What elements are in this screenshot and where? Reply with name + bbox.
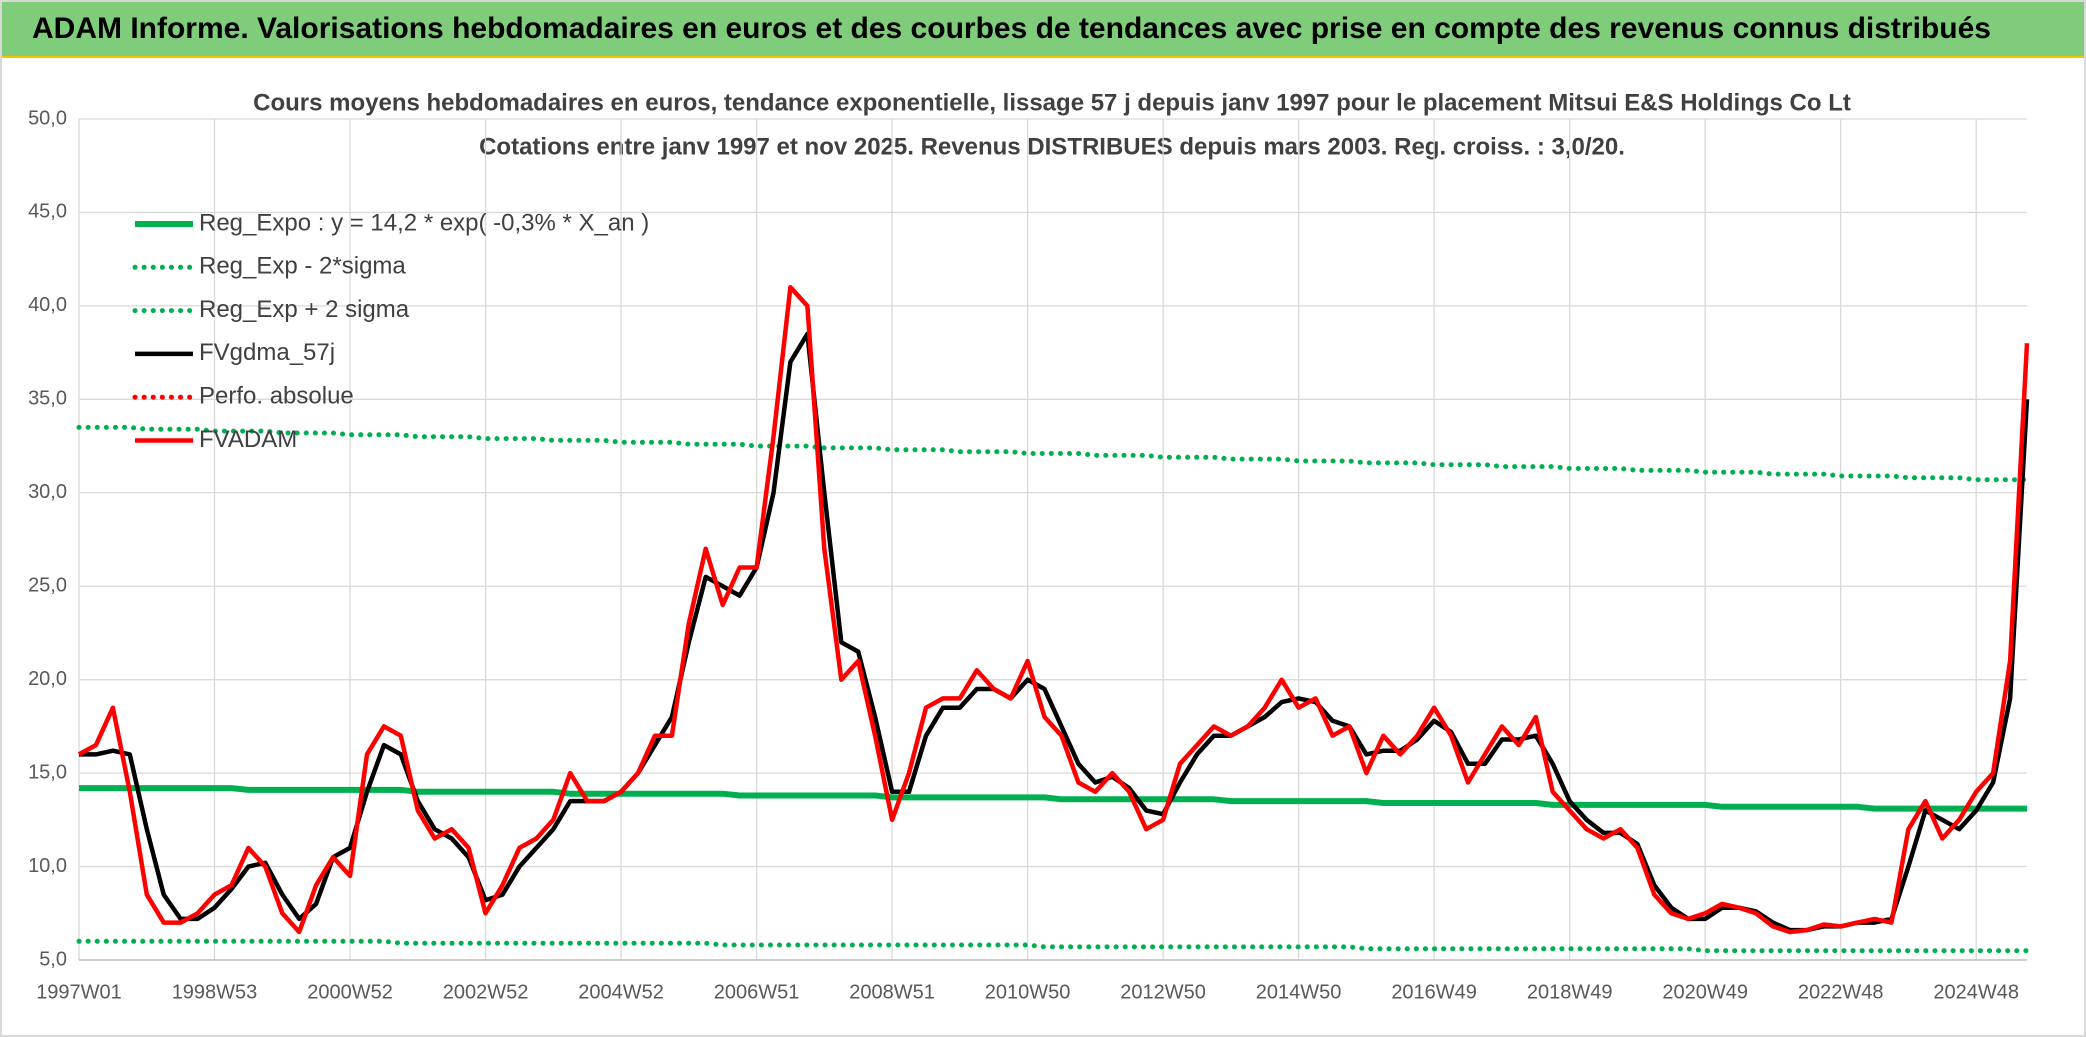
chart-title: Cours moyens hebdomadaires en euros, ten… — [253, 89, 1851, 116]
chart: Cours moyens hebdomadaires en euros, ten… — [2, 58, 2084, 1035]
series-line — [79, 785, 2027, 812]
legend-label: FVgdma_57j — [199, 339, 335, 366]
y-tick-label: 25,0 — [28, 575, 67, 597]
legend-label: Perfo. absolue — [199, 383, 354, 410]
y-tick-label: 50,0 — [28, 107, 67, 129]
x-tick-label: 1998W53 — [172, 981, 258, 1003]
y-tick-label: 40,0 — [28, 294, 67, 316]
series-line — [79, 331, 2030, 933]
y-tick-label: 30,0 — [28, 481, 67, 503]
x-tick-label: 2016W49 — [1391, 981, 1477, 1003]
x-tick-label: 2018W49 — [1527, 981, 1613, 1003]
y-tick-label: 10,0 — [28, 855, 67, 877]
x-tick-label: 2000W52 — [307, 981, 393, 1003]
header-bar: ADAM Informe. Valorisations hebdomadaire… — [2, 2, 2084, 58]
x-tick-label: 2004W52 — [578, 981, 664, 1003]
x-tick-label: 2002W52 — [443, 981, 529, 1003]
series-line — [76, 424, 2030, 483]
y-tick-label: 15,0 — [28, 761, 67, 783]
x-tick-label: 2012W50 — [1120, 981, 1206, 1003]
series-line — [76, 938, 2030, 954]
x-tick-label: 2014W50 — [1256, 981, 1342, 1003]
x-tick-label: 2006W51 — [714, 981, 800, 1003]
x-tick-label: 2008W51 — [849, 981, 935, 1003]
header-title: ADAM Informe. Valorisations hebdomadaire… — [32, 12, 1991, 45]
x-tick-label: 1997W01 — [36, 981, 122, 1003]
legend-label: Reg_Expo : y = 14,2 * exp( -0,3% * X_an … — [199, 209, 649, 236]
x-tick-label: 2024W48 — [1933, 981, 2019, 1003]
series-line — [77, 284, 2030, 935]
y-tick-label: 35,0 — [28, 388, 67, 410]
legend-label: FVADAM — [199, 426, 297, 453]
x-tick-label: 2020W49 — [1662, 981, 1748, 1003]
y-tick-label: 45,0 — [28, 201, 67, 223]
y-tick-label: 20,0 — [28, 668, 67, 690]
x-tick-label: 2010W50 — [985, 981, 1071, 1003]
x-tick-label: 2022W48 — [1798, 981, 1884, 1003]
y-tick-label: 5,0 — [39, 948, 67, 970]
legend-label: Reg_Exp - 2*sigma — [199, 253, 406, 280]
chart-subtitle: Cotations entre janv 1997 et nov 2025. R… — [479, 133, 1625, 160]
legend-label: Reg_Exp + 2 sigma — [199, 296, 410, 323]
